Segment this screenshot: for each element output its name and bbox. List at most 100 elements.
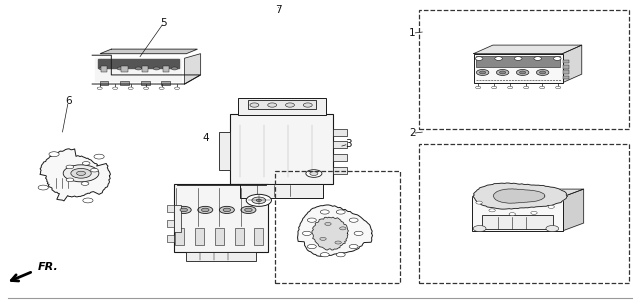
Bar	[483, 215, 553, 229]
Circle shape	[320, 252, 329, 257]
Circle shape	[175, 87, 180, 89]
Circle shape	[489, 209, 495, 212]
Polygon shape	[563, 45, 582, 83]
Bar	[333, 154, 346, 161]
Polygon shape	[493, 189, 545, 203]
Bar	[235, 228, 243, 245]
Bar	[100, 81, 108, 85]
Bar	[195, 228, 204, 245]
Bar	[275, 171, 399, 283]
Bar	[230, 114, 333, 184]
Bar	[419, 144, 629, 283]
Circle shape	[508, 86, 513, 89]
Circle shape	[531, 211, 537, 215]
Circle shape	[476, 201, 483, 204]
Circle shape	[97, 87, 102, 89]
Circle shape	[307, 218, 316, 222]
Circle shape	[303, 231, 311, 236]
Circle shape	[198, 206, 212, 214]
Circle shape	[476, 86, 481, 89]
Bar	[168, 205, 174, 212]
Text: 3: 3	[346, 139, 352, 149]
Text: 5: 5	[161, 18, 167, 28]
Bar	[100, 66, 107, 72]
Circle shape	[546, 226, 559, 232]
Polygon shape	[95, 58, 181, 81]
Circle shape	[244, 208, 252, 212]
Bar	[476, 56, 560, 67]
Circle shape	[285, 103, 294, 107]
Circle shape	[176, 206, 191, 214]
Circle shape	[349, 218, 358, 222]
Circle shape	[172, 67, 178, 70]
Circle shape	[349, 244, 358, 249]
Circle shape	[77, 171, 86, 175]
Circle shape	[310, 172, 318, 175]
Circle shape	[479, 71, 486, 74]
Bar	[163, 66, 169, 72]
Text: 2: 2	[409, 128, 416, 138]
Circle shape	[241, 206, 256, 214]
Circle shape	[94, 154, 104, 159]
Circle shape	[83, 162, 90, 165]
Circle shape	[516, 69, 529, 75]
Circle shape	[143, 87, 148, 89]
Circle shape	[252, 197, 266, 203]
Circle shape	[246, 194, 271, 206]
Circle shape	[49, 152, 59, 157]
Circle shape	[495, 57, 502, 60]
Bar	[120, 81, 129, 85]
Bar	[168, 220, 174, 227]
Circle shape	[520, 71, 525, 74]
Text: 1: 1	[409, 28, 416, 38]
Bar	[241, 184, 323, 198]
Polygon shape	[474, 45, 582, 54]
Bar	[219, 132, 230, 170]
Bar	[472, 197, 563, 231]
Circle shape	[497, 69, 509, 75]
Bar	[186, 252, 257, 261]
Circle shape	[536, 69, 549, 75]
Bar	[474, 54, 563, 83]
Polygon shape	[563, 189, 584, 231]
Bar	[563, 60, 569, 63]
Circle shape	[354, 231, 363, 236]
Circle shape	[66, 165, 74, 169]
Bar	[254, 228, 263, 245]
Circle shape	[336, 210, 345, 214]
Circle shape	[509, 213, 515, 216]
Bar	[161, 81, 170, 85]
Circle shape	[81, 182, 89, 185]
Circle shape	[220, 206, 234, 214]
Circle shape	[556, 86, 561, 89]
Bar	[215, 228, 224, 245]
Circle shape	[180, 208, 188, 212]
Polygon shape	[298, 205, 372, 256]
Polygon shape	[184, 54, 200, 84]
Bar	[141, 81, 150, 85]
Bar	[238, 98, 326, 115]
Bar	[168, 235, 174, 242]
Text: 7: 7	[275, 6, 282, 16]
Circle shape	[540, 86, 545, 89]
Circle shape	[473, 226, 486, 232]
Text: 4: 4	[202, 133, 209, 143]
Bar	[333, 141, 346, 148]
Circle shape	[38, 185, 49, 190]
Circle shape	[91, 168, 99, 172]
Circle shape	[307, 244, 316, 249]
Circle shape	[306, 170, 322, 177]
Circle shape	[492, 86, 497, 89]
Text: 6: 6	[65, 96, 72, 106]
Circle shape	[113, 87, 118, 89]
Circle shape	[499, 71, 506, 74]
Circle shape	[250, 103, 259, 107]
Circle shape	[515, 57, 522, 60]
Bar	[563, 76, 569, 79]
Circle shape	[99, 67, 106, 70]
Circle shape	[324, 222, 331, 226]
Bar	[174, 204, 181, 232]
Circle shape	[63, 165, 99, 182]
Circle shape	[524, 86, 529, 89]
Polygon shape	[312, 217, 348, 250]
